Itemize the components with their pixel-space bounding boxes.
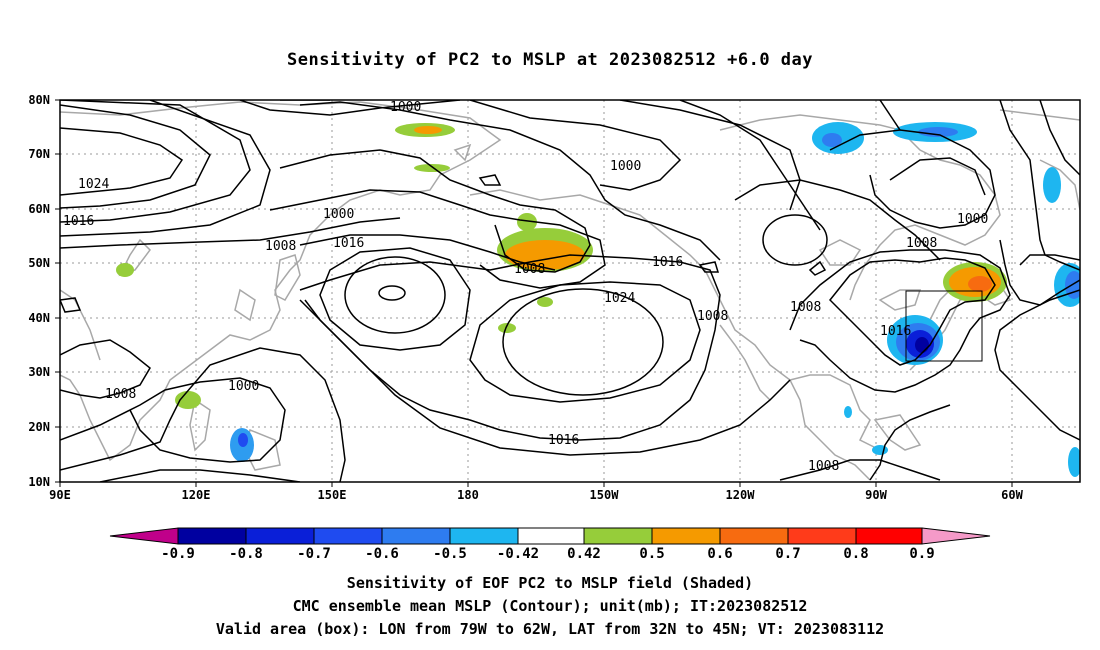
lat-label: 20N xyxy=(28,420,50,434)
map-title: Sensitivity of PC2 to MSLP at 2023082512… xyxy=(286,50,813,70)
colorbar-segment xyxy=(855,527,923,545)
contour-label: 1008 xyxy=(808,459,839,474)
lat-label: 30N xyxy=(28,365,50,379)
contour-label: 1008 xyxy=(105,387,136,402)
colorbar-label: -0.6 xyxy=(365,546,399,562)
colorbar-label: 0.7 xyxy=(775,546,800,562)
contour-label: 1024 xyxy=(78,177,109,192)
colorbar-segment xyxy=(245,527,315,545)
lon-label: 90W xyxy=(865,488,887,502)
contour-label: 1016 xyxy=(652,255,683,270)
colorbar-label: 0.9 xyxy=(909,546,934,562)
contour-label: 1016 xyxy=(880,324,911,339)
colorbar-label: 0.8 xyxy=(843,546,868,562)
colorbar-segment xyxy=(449,527,519,545)
gridlines xyxy=(60,100,1080,482)
colorbar-label: -0.9 xyxy=(161,546,195,562)
colorbar-segment xyxy=(787,527,857,545)
lon-label: 150E xyxy=(318,488,347,502)
sensitivity-shading xyxy=(116,122,1080,477)
contour-label: 1000 xyxy=(610,159,641,174)
contour-label: 1008 xyxy=(906,236,937,251)
latitude-labels: 80N 70N 60N 50N 40N 30N 20N 10N xyxy=(28,93,50,489)
colorbar-segment xyxy=(719,527,789,545)
colorbar-segment xyxy=(381,527,451,545)
contour-label: 1016 xyxy=(548,433,579,448)
colorbar-label: 0.5 xyxy=(639,546,664,562)
lat-label: 60N xyxy=(28,202,50,216)
contour-label: 1016 xyxy=(63,214,94,229)
colorbar-label: -0.42 xyxy=(497,546,539,562)
coastlines xyxy=(60,101,1080,481)
contour-label: 1008 xyxy=(265,239,296,254)
colorbar-label: -0.5 xyxy=(433,546,467,562)
colorbar-label: -0.8 xyxy=(229,546,263,562)
lon-label: 150W xyxy=(590,488,620,502)
lat-label: 50N xyxy=(28,256,50,270)
lon-label: 120E xyxy=(182,488,211,502)
caption-shading: Sensitivity of EOF PC2 to MSLP field (Sh… xyxy=(346,574,754,592)
contour-label: 1016 xyxy=(333,236,364,251)
lon-label: 90E xyxy=(49,488,71,502)
colorbar-neg-triangle xyxy=(109,527,179,545)
colorbar-segment xyxy=(313,527,383,545)
contour-label: 1000 xyxy=(228,379,259,394)
lat-label: 10N xyxy=(28,475,50,489)
colorbar-label: -0.7 xyxy=(297,546,331,562)
lat-label: 40N xyxy=(28,311,50,325)
longitude-labels: 90E 120E 150E 180 150W 120W 90W 60W xyxy=(49,488,1023,502)
colorbar: -0.9 -0.8 -0.7 -0.6 -0.5 -0.42 0.42 0.5 … xyxy=(109,527,991,562)
contour-label: 1008 xyxy=(514,262,545,277)
colorbar-segment xyxy=(651,527,721,545)
lon-label: 180 xyxy=(457,488,479,502)
lat-label: 70N xyxy=(28,147,50,161)
colorbar-segment xyxy=(517,527,585,545)
colorbar-pos-triangle xyxy=(921,527,991,545)
contour-labels: 1000 1000 1000 1000 1000 1024 1016 1016 … xyxy=(63,100,988,474)
colorbar-label: 0.42 xyxy=(567,546,601,562)
colorbar-label: 0.6 xyxy=(707,546,732,562)
lat-label: 80N xyxy=(28,93,50,107)
lon-label: 60W xyxy=(1001,488,1023,502)
caption-valid-area: Valid area (box): LON from 79W to 62W, L… xyxy=(215,620,885,638)
lon-label: 120W xyxy=(726,488,756,502)
tick-marks xyxy=(55,99,1013,487)
colorbar-segment xyxy=(583,527,653,545)
contour-label: 1000 xyxy=(323,207,354,222)
caption-contour: CMC ensemble mean MSLP (Contour); unit(m… xyxy=(292,597,808,615)
plot-frame xyxy=(59,99,1081,483)
contour-label: 1000 xyxy=(390,100,421,115)
contour-label: 1024 xyxy=(604,291,635,306)
contour-label: 1008 xyxy=(790,300,821,315)
mslp-contours xyxy=(60,100,1080,482)
contour-label: 1008 xyxy=(697,309,728,324)
contour-label: 1000 xyxy=(957,212,988,227)
valid-area-box xyxy=(905,290,983,362)
colorbar-segment xyxy=(177,527,247,545)
